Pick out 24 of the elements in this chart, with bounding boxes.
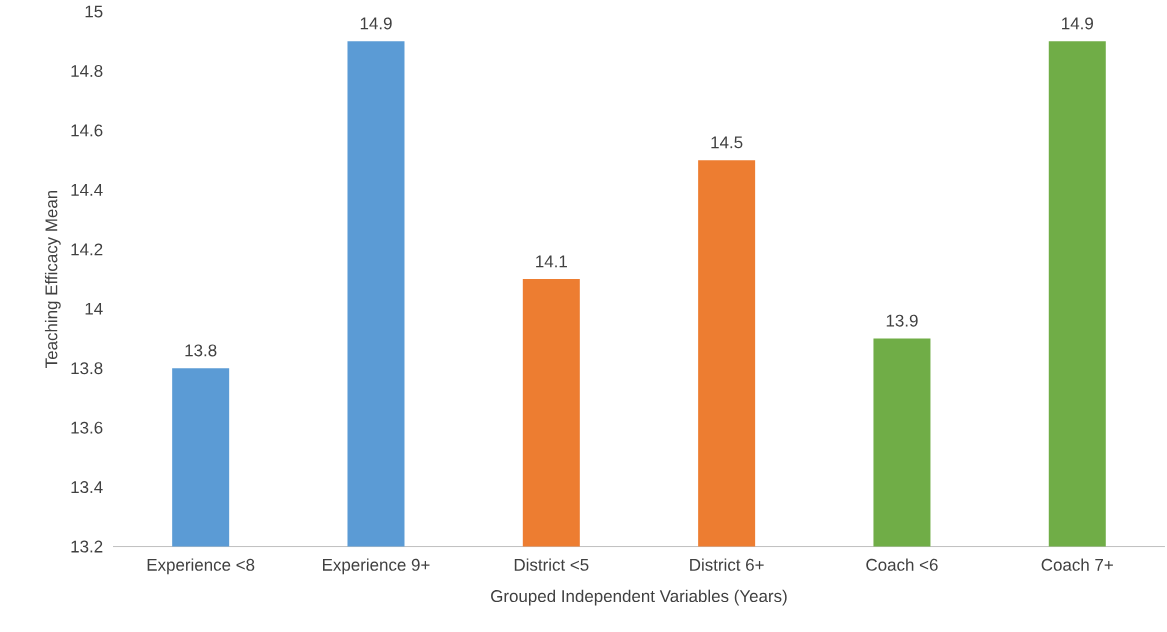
y-tick-label: 15 xyxy=(85,5,103,18)
data-label: 14.9 xyxy=(1062,17,1093,30)
x-tick-label: District 6+ xyxy=(690,558,764,572)
x-tick-label: District <5 xyxy=(514,558,589,572)
data-label: 14.5 xyxy=(711,136,743,149)
data-label: 14.9 xyxy=(360,17,392,30)
y-tick-label: 14.4 xyxy=(71,184,103,196)
y-tick-label: 13.8 xyxy=(71,362,103,375)
y-tick-label: 13.4 xyxy=(71,481,103,494)
y-tick-label: 14 xyxy=(85,303,103,315)
y-tick-label: 14.6 xyxy=(71,124,103,137)
y-tick-label: 13.6 xyxy=(71,421,103,434)
y-tick-label: 14.8 xyxy=(71,65,103,78)
x-axis-title: Grouped Independent Variables (Years) xyxy=(491,589,787,606)
x-tick-label: Coach <6 xyxy=(866,558,938,572)
x-tick-label: Experience 9+ xyxy=(323,558,430,575)
y-tick-label: 13.2 xyxy=(71,540,103,553)
y-tick-label: 14.2 xyxy=(71,243,103,256)
data-label: 13.8 xyxy=(185,344,217,357)
data-label: 14.1 xyxy=(536,255,567,268)
x-tick-label: Coach 7+ xyxy=(1041,558,1113,572)
data-label: 13.9 xyxy=(886,314,918,327)
y-axis-title: Teaching Efficacy Mean xyxy=(44,191,61,369)
x-tick-label: Experience <8 xyxy=(147,558,255,575)
